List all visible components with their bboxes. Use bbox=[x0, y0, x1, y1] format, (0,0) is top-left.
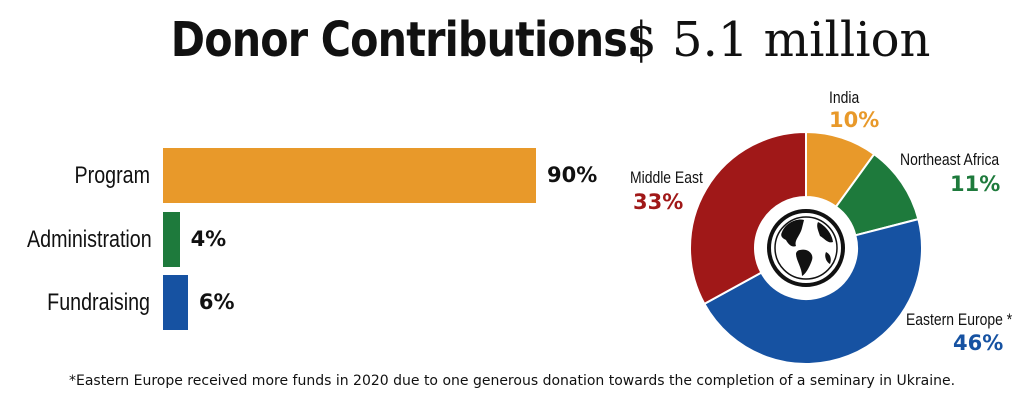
slice-name-india: India bbox=[829, 88, 860, 107]
slice-eastern-europe bbox=[702, 217, 923, 366]
slice-value-eastern-europe: 46% bbox=[953, 331, 1004, 355]
bar-program bbox=[163, 148, 536, 203]
slice-value-india: 10% bbox=[829, 108, 880, 132]
bar-value-fundraising: 6% bbox=[198, 289, 235, 314]
footnote: *Eastern Europe received more funds in 2… bbox=[68, 373, 956, 389]
chart-title: Donor Contributions:$ 5.1 million bbox=[0, 12, 1024, 68]
globe-icon bbox=[767, 209, 845, 287]
slice-name-middle-east: Middle East bbox=[630, 168, 703, 187]
bar-fundraising bbox=[163, 275, 188, 330]
slice-name-eastern-europe: Eastern Europe * bbox=[906, 310, 1013, 329]
slice-middle-east bbox=[689, 130, 807, 306]
bar-value-administration: 4% bbox=[190, 226, 227, 251]
slice-value-middle-east: 33% bbox=[633, 190, 684, 214]
bar-value-program: 90% bbox=[547, 162, 598, 187]
title-main: Donor Contributions: bbox=[170, 12, 643, 68]
bar-label-administration: Administration bbox=[27, 225, 152, 253]
title-amount: $ 5.1 million bbox=[626, 12, 931, 68]
bar-label-program: Program bbox=[74, 161, 150, 189]
bar-label-fundraising: Fundraising bbox=[47, 288, 151, 316]
slice-value-northeast-africa: 11% bbox=[950, 172, 1001, 196]
bar-administration bbox=[163, 212, 180, 267]
slice-name-northeast-africa: Northeast Africa bbox=[900, 150, 1000, 169]
